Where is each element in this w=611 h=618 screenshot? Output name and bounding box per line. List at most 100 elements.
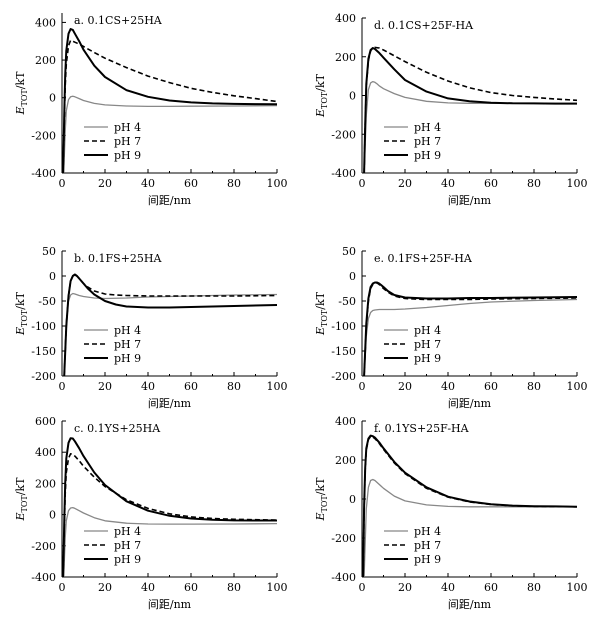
y-tick-label: -150 xyxy=(331,345,356,358)
panel-title: b. 0.1FS+25HA xyxy=(74,252,163,265)
y-tick-label: -200 xyxy=(31,540,56,553)
legend-label: pH 9 xyxy=(114,149,141,162)
legend-label: pH 4 xyxy=(414,324,441,337)
x-tick-label: 80 xyxy=(227,177,241,190)
y-axis-label-symbol: E xyxy=(14,512,27,521)
legend-label: pH 9 xyxy=(414,553,441,566)
y-axis-label-symbol: E xyxy=(14,106,27,115)
x-tick-label: 40 xyxy=(441,177,455,190)
y-axis-label: ETOT/kT xyxy=(314,477,329,522)
y-axis-label-unit: /kT xyxy=(14,291,27,309)
x-axis-label: 间距/nm xyxy=(448,598,492,611)
panel-c: 0 20 40 60 80 100 -400 -200 0 200 400 600 c. 0.1YS+2… xyxy=(14,415,288,611)
x-tick-label: 80 xyxy=(527,177,541,190)
x-tick-label: 80 xyxy=(527,380,541,393)
series-line-ph4 xyxy=(63,506,277,577)
y-axis-label-unit: /kT xyxy=(14,477,27,495)
legend-label: pH 9 xyxy=(414,352,441,365)
legend-label: pH 7 xyxy=(414,338,441,351)
y-tick-label: -200 xyxy=(31,370,56,383)
x-tick-label: 60 xyxy=(484,177,498,190)
legend-label: pH 4 xyxy=(114,525,141,538)
x-tick-label: 0 xyxy=(59,581,66,594)
y-axis-label: ETOT/kT xyxy=(14,477,29,522)
x-tick-label: 100 xyxy=(267,177,288,190)
x-tick-label: 80 xyxy=(227,581,241,594)
x-tick-label: 20 xyxy=(98,177,112,190)
panel-title: e. 0.1FS+25F-HA xyxy=(374,252,473,265)
y-tick-label: 200 xyxy=(35,54,56,67)
series-line-ph4 xyxy=(363,298,577,376)
y-tick-label: 600 xyxy=(35,415,56,428)
y-tick-label: 0 xyxy=(49,509,56,522)
y-tick-label: 200 xyxy=(335,454,356,467)
legend-label: pH 7 xyxy=(114,539,141,552)
series-line-ph9 xyxy=(63,273,277,376)
y-axis-label-subscript: TOT xyxy=(320,495,329,513)
legend-label: pH 9 xyxy=(114,352,141,365)
y-axis-label: ETOT/kT xyxy=(314,73,329,118)
x-tick-label: 60 xyxy=(484,380,498,393)
legend-label: pH 4 xyxy=(114,324,141,337)
y-axis-label-subscript: TOT xyxy=(20,309,29,327)
series-line-ph9 xyxy=(62,28,277,173)
panel-b: 0 20 40 60 80 100 -200 -150 -100 -50 0 50 b. 0.1FS+2… xyxy=(14,245,288,410)
y-axis-label-unit: /kT xyxy=(14,71,27,89)
legend-label: pH 7 xyxy=(414,135,441,148)
x-tick-label: 0 xyxy=(359,177,366,190)
y-tick-label: 50 xyxy=(42,245,56,258)
y-axis-label-symbol: E xyxy=(14,327,27,336)
y-axis-label-subscript: TOT xyxy=(320,91,329,109)
series-line-ph9 xyxy=(362,434,577,577)
x-tick-label: 100 xyxy=(567,177,588,190)
panel-e: 0 20 40 60 80 100 -200 -150 -100 -50 0 50 e. 0.1FS+2… xyxy=(314,245,588,410)
legend-label: pH 4 xyxy=(414,121,441,134)
series-group xyxy=(363,46,577,173)
y-tick-label: 0 xyxy=(349,90,356,103)
y-axis-label-subscript: TOT xyxy=(20,89,29,107)
y-tick-label: -50 xyxy=(38,295,56,308)
x-tick-label: 0 xyxy=(59,380,66,393)
x-tick-label: 0 xyxy=(359,581,366,594)
panel-title: f. 0.1YS+25F-HA xyxy=(374,422,470,435)
series-line-ph4 xyxy=(363,80,577,173)
legend-label: pH 9 xyxy=(414,149,441,162)
x-tick-label: 40 xyxy=(441,380,455,393)
x-tick-label: 100 xyxy=(567,380,588,393)
x-tick-label: 40 xyxy=(141,380,155,393)
legend-label: pH 4 xyxy=(114,121,141,134)
y-axis-label-symbol: E xyxy=(314,327,327,336)
y-tick-label: 200 xyxy=(35,477,56,490)
y-tick-label: -100 xyxy=(331,320,356,333)
x-tick-label: 40 xyxy=(441,581,455,594)
x-axis-label: 间距/nm xyxy=(448,194,492,207)
y-axis-label: ETOT/kT xyxy=(314,291,329,336)
y-tick-label: 50 xyxy=(342,245,356,258)
panel-a: 0 20 40 60 80 100 -400 -200 0 200 400 a. 0.1CS+25HA… xyxy=(14,13,288,207)
series-group xyxy=(62,437,277,577)
panel-title: c. 0.1YS+25HA xyxy=(74,422,161,435)
legend-label: pH 4 xyxy=(414,525,441,538)
legend-label: pH 9 xyxy=(114,553,141,566)
y-tick-label: -50 xyxy=(338,295,356,308)
x-tick-label: 20 xyxy=(98,380,112,393)
y-axis-label-subscript: TOT xyxy=(20,495,29,513)
y-tick-label: -400 xyxy=(331,167,356,180)
x-tick-label: 100 xyxy=(567,581,588,594)
x-axis-label: 间距/nm xyxy=(148,598,192,611)
legend-label: pH 7 xyxy=(114,338,141,351)
x-tick-label: 60 xyxy=(184,177,198,190)
legend-label: pH 7 xyxy=(114,135,141,148)
y-tick-label: -200 xyxy=(31,129,56,142)
series-group xyxy=(63,273,277,376)
x-tick-label: 80 xyxy=(527,581,541,594)
panel-d: 0 20 40 60 80 100 -400 -200 0 200 400 d. 0.1CS+25F-… xyxy=(314,12,588,207)
y-tick-label: 200 xyxy=(335,51,356,64)
series-line-ph9 xyxy=(363,281,577,376)
series-group xyxy=(363,281,577,376)
y-tick-label: -400 xyxy=(331,571,356,584)
series-line-ph4 xyxy=(363,478,577,577)
y-tick-label: -100 xyxy=(31,320,56,333)
x-axis-label: 间距/nm xyxy=(148,397,192,410)
